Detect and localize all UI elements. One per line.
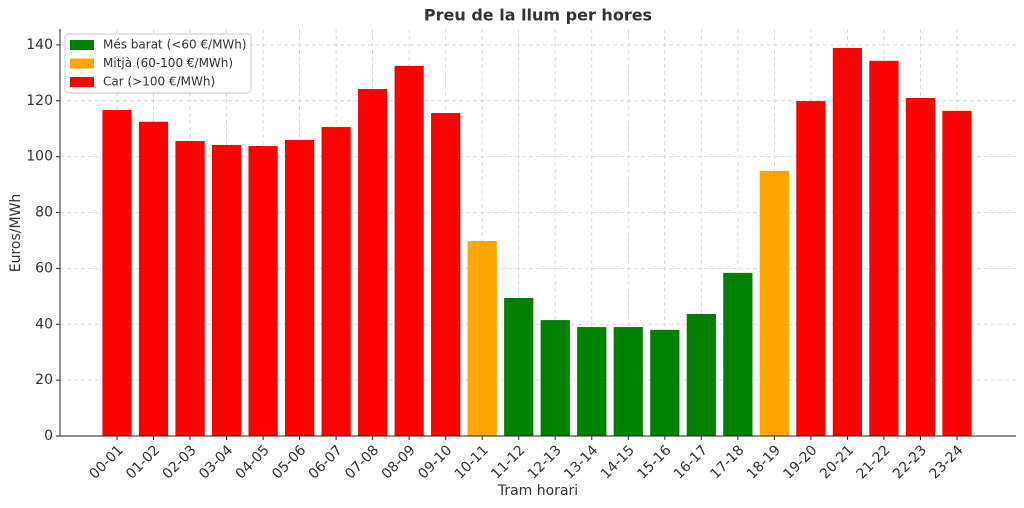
x-tick-label: 19-20	[780, 442, 820, 482]
bar	[211, 144, 242, 436]
x-tick-label: 07-08	[342, 442, 382, 482]
x-axis-label: Tram horari	[497, 483, 578, 499]
x-tick-label: 09-10	[415, 442, 455, 482]
x-tick-label: 08-09	[379, 442, 419, 482]
x-tick-label: 02-03	[160, 442, 200, 482]
y-tick-label: 20	[35, 372, 53, 388]
y-tick-label: 140	[26, 37, 53, 53]
x-tick-label: 00-01	[87, 442, 127, 482]
y-tick-label: 100	[26, 149, 53, 165]
bar	[759, 170, 789, 437]
x-tick-label: 11-12	[488, 442, 528, 482]
x-tick-label: 14-15	[598, 442, 638, 482]
x-tick-label: 17-18	[707, 442, 747, 482]
x-tick-label: 03-04	[196, 442, 236, 482]
y-tick-label: 80	[35, 205, 53, 221]
bar	[321, 127, 351, 436]
x-tick-label: 10-11	[452, 442, 492, 482]
x-tick-label: 06-07	[306, 442, 346, 482]
bar	[796, 101, 826, 436]
legend-label: Mitjà (60-100 €/MWh)	[103, 56, 233, 70]
legend-swatch	[70, 40, 94, 50]
x-tick-label: 04-05	[233, 442, 273, 482]
bar	[175, 141, 205, 436]
bar	[431, 113, 461, 437]
bar	[905, 97, 936, 436]
bar	[248, 146, 278, 436]
bar	[504, 298, 534, 436]
x-tick-label: 15-16	[634, 442, 674, 482]
y-tick-label: 120	[26, 93, 53, 109]
x-tick-label: 12-13	[525, 442, 565, 482]
bar	[138, 121, 169, 437]
bar	[577, 327, 607, 436]
y-tick-label: 0	[44, 428, 53, 444]
legend-swatch	[70, 77, 94, 87]
bar	[467, 241, 497, 436]
bar	[832, 47, 863, 436]
bar	[284, 139, 315, 436]
bar	[723, 272, 753, 436]
bar	[102, 110, 132, 437]
bar	[869, 60, 899, 437]
x-tick-label: 13-14	[561, 442, 601, 482]
bar	[686, 313, 716, 436]
legend-box	[64, 33, 252, 94]
x-tick-label: 21-22	[853, 442, 893, 482]
x-tick-label: 20-21	[817, 442, 857, 482]
legend-swatch	[70, 58, 94, 69]
x-tick-label: 22-23	[890, 442, 930, 482]
bar	[613, 327, 643, 436]
y-tick-label: 60	[35, 260, 53, 276]
bar	[540, 320, 570, 436]
x-tick-label: 05-06	[269, 442, 309, 482]
bar	[942, 110, 972, 436]
y-tick-label: 40	[35, 316, 53, 332]
chart-title: Preu de la llum per hores	[424, 6, 652, 25]
x-tick-label: 01-02	[123, 442, 163, 482]
x-tick-label: 23-24	[927, 442, 967, 482]
x-tick-label: 18-19	[744, 442, 784, 482]
bar	[358, 89, 388, 436]
x-tick-label: 16-17	[671, 442, 711, 482]
legend-label: Més barat (<60 €/MWh)	[103, 38, 247, 52]
y-axis-label: Euros/MWh	[8, 194, 24, 273]
bar	[650, 329, 680, 436]
legend-label: Car (>100 €/MWh)	[103, 75, 215, 89]
bar	[394, 65, 424, 437]
